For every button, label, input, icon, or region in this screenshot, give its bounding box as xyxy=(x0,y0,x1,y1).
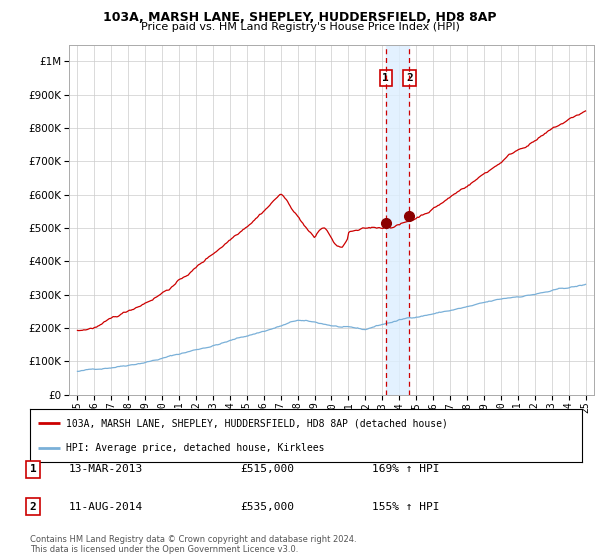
Text: 155% ↑ HPI: 155% ↑ HPI xyxy=(372,502,439,512)
Text: HPI: Average price, detached house, Kirklees: HPI: Average price, detached house, Kirk… xyxy=(66,442,325,452)
Text: 103A, MARSH LANE, SHEPLEY, HUDDERSFIELD, HD8 8AP (detached house): 103A, MARSH LANE, SHEPLEY, HUDDERSFIELD,… xyxy=(66,418,448,428)
Text: 2: 2 xyxy=(406,73,413,83)
Text: 169% ↑ HPI: 169% ↑ HPI xyxy=(372,464,439,474)
Bar xyxy=(386,45,409,395)
Text: 2: 2 xyxy=(29,502,37,512)
Text: Contains HM Land Registry data © Crown copyright and database right 2024.
This d: Contains HM Land Registry data © Crown c… xyxy=(30,535,356,554)
Text: 11-AUG-2014: 11-AUG-2014 xyxy=(69,502,143,512)
Text: 13-MAR-2013: 13-MAR-2013 xyxy=(69,464,143,474)
Text: Price paid vs. HM Land Registry's House Price Index (HPI): Price paid vs. HM Land Registry's House … xyxy=(140,22,460,32)
Text: 1: 1 xyxy=(382,73,389,83)
Text: 1: 1 xyxy=(29,464,37,474)
Text: £535,000: £535,000 xyxy=(240,502,294,512)
Text: £515,000: £515,000 xyxy=(240,464,294,474)
Text: 103A, MARSH LANE, SHEPLEY, HUDDERSFIELD, HD8 8AP: 103A, MARSH LANE, SHEPLEY, HUDDERSFIELD,… xyxy=(103,11,497,24)
